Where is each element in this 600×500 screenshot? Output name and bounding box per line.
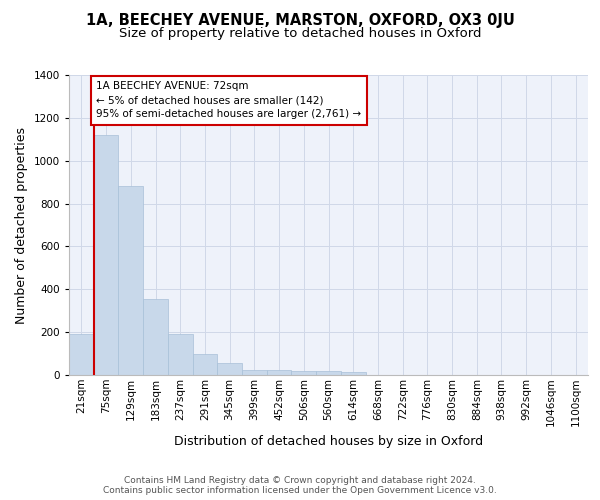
Text: Contains HM Land Registry data © Crown copyright and database right 2024.
Contai: Contains HM Land Registry data © Crown c… — [103, 476, 497, 495]
Text: 1A BEECHEY AVENUE: 72sqm
← 5% of detached houses are smaller (142)
95% of semi-d: 1A BEECHEY AVENUE: 72sqm ← 5% of detache… — [96, 82, 361, 120]
Text: 1A, BEECHEY AVENUE, MARSTON, OXFORD, OX3 0JU: 1A, BEECHEY AVENUE, MARSTON, OXFORD, OX3… — [86, 12, 514, 28]
Bar — [267, 370, 292, 375]
Bar — [94, 135, 118, 375]
Bar — [292, 371, 316, 375]
Text: Size of property relative to detached houses in Oxford: Size of property relative to detached ho… — [119, 28, 481, 40]
Bar — [168, 334, 193, 375]
Bar — [118, 186, 143, 375]
Bar — [316, 371, 341, 375]
Bar — [242, 370, 267, 375]
Bar — [341, 372, 365, 375]
X-axis label: Distribution of detached houses by size in Oxford: Distribution of detached houses by size … — [174, 434, 483, 448]
Bar — [217, 363, 242, 375]
Y-axis label: Number of detached properties: Number of detached properties — [15, 126, 28, 324]
Bar — [69, 334, 94, 375]
Bar — [193, 354, 217, 375]
Bar — [143, 299, 168, 375]
